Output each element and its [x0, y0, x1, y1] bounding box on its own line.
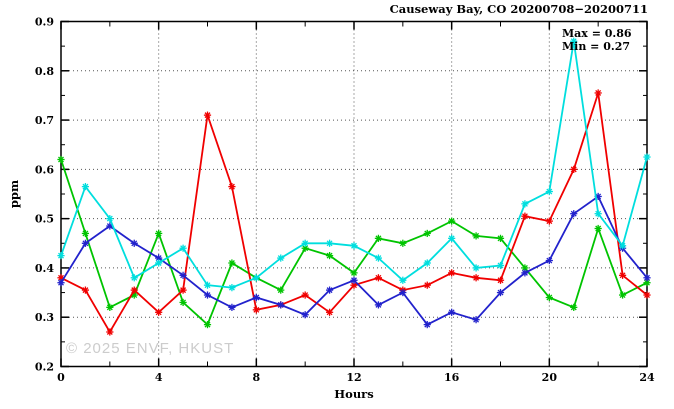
x-tick-label: 20 [542, 371, 558, 384]
y-tick-label: 0.8 [35, 65, 54, 78]
y-tick-label: 0.9 [35, 16, 54, 29]
series-day-green [57, 155, 651, 329]
y-tick-label: 0.4 [35, 262, 54, 275]
chart-title: Causeway Bay, CO 20200708−20200711 [389, 2, 648, 16]
tick-labels: 0 4 8 12 16 20 24 0.2 0.3 0.4 0.5 0.6 0.7 0.8 0.9 [35, 16, 655, 385]
y-tick-label: 0.2 [35, 361, 54, 374]
y-tick-label: 0.7 [35, 114, 54, 127]
x-tick-label: 16 [444, 371, 460, 384]
x-tick-label: 0 [57, 371, 65, 384]
x-axis-label: Hours [334, 387, 374, 401]
y-tick-label: 0.6 [35, 163, 54, 176]
gridlines [61, 21, 647, 367]
markers-day-green [57, 155, 651, 329]
watermark: © 2025 ENVF, HKUST [66, 340, 235, 357]
x-tick-label: 24 [639, 371, 655, 384]
x-tick-label: 4 [155, 371, 163, 384]
x-tick-label: 8 [253, 371, 261, 384]
min-annotation: Min = 0.27 [562, 40, 631, 53]
markers-day-blue [57, 192, 651, 329]
max-min-annotation: Max = 0.86 Min = 0.27 [562, 27, 632, 53]
max-annotation: Max = 0.86 [562, 27, 632, 40]
series-day-cyan [57, 37, 651, 292]
y-axis-label: ppm [7, 179, 21, 209]
series-day-blue [57, 192, 651, 329]
x-tick-label: 12 [346, 371, 361, 384]
y-tick-label: 0.5 [35, 213, 54, 226]
y-tick-label: 0.3 [35, 311, 54, 324]
markers-day-cyan [57, 37, 651, 292]
